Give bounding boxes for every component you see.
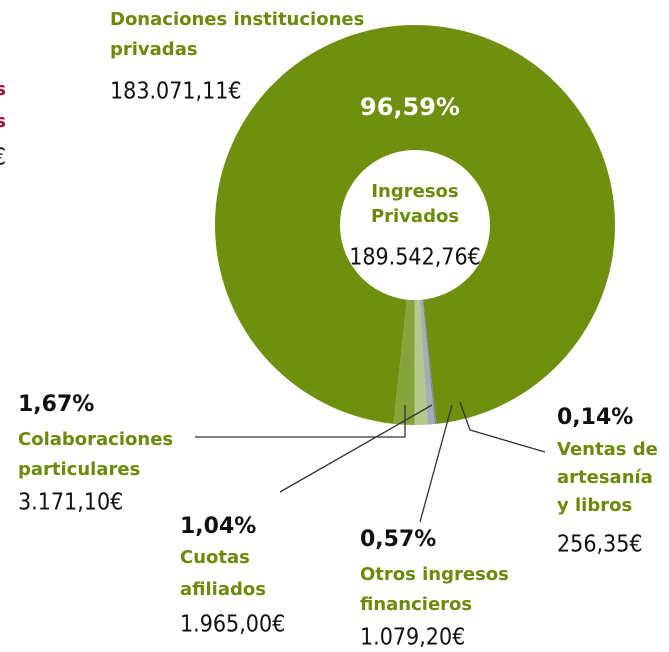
percent-label: 96,59%: [360, 93, 460, 121]
clipped-text: €: [0, 145, 6, 171]
pie-slice: [393, 299, 415, 425]
category-label: Donaciones instituciones: [110, 9, 364, 30]
category-label: Colaboraciones: [18, 429, 173, 450]
category-label: privadas: [110, 39, 198, 60]
center-label: Ingresos: [371, 181, 458, 202]
clipped-text: s: [0, 111, 6, 132]
category-label: y libros: [557, 495, 632, 516]
amount-label: 183.071,11€: [110, 79, 242, 105]
category-label: Cuotas: [180, 547, 250, 568]
percent-label: 1,67%: [18, 392, 94, 417]
leader-line: [195, 405, 406, 438]
percent-label: 0,57%: [360, 527, 436, 552]
leader-line: [459, 401, 546, 453]
percent-label: 1,04%: [180, 514, 256, 539]
category-label: Otros ingresos: [360, 564, 509, 585]
leader-line: [419, 404, 453, 523]
center-label: Privados: [371, 206, 459, 227]
center-total: 189.542,76€: [349, 245, 481, 271]
category-label: particulares: [18, 459, 140, 480]
amount-label: 256,35€: [557, 532, 643, 558]
percent-label: 0,14%: [557, 405, 633, 430]
clipped-text: s: [0, 79, 6, 100]
category-label: afiliados: [180, 579, 266, 600]
pie-slice: [422, 299, 437, 425]
pie-slice: [215, 24, 615, 424]
amount-label: 1.965,00€: [180, 612, 285, 638]
category-label: artesanía: [557, 467, 653, 488]
pie-slice: [419, 299, 435, 425]
leader-line: [279, 404, 433, 493]
category-label: financieros: [360, 594, 472, 615]
amount-label: 1.079,20€: [360, 625, 465, 651]
category-label: Ventas de: [557, 439, 658, 460]
amount-label: 3.171,10€: [18, 490, 123, 516]
pie-slice: [414, 299, 428, 425]
